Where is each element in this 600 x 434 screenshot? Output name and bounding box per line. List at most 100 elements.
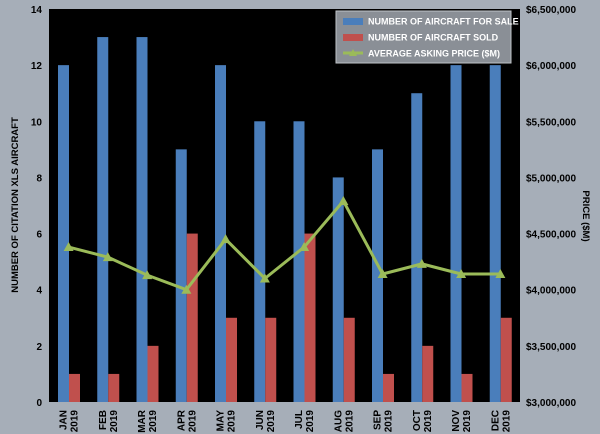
legend-label: NUMBER OF AIRCRAFT SOLD xyxy=(368,33,499,43)
bar-for-sale-aug xyxy=(332,177,344,402)
bar-sold-jun xyxy=(265,317,277,402)
x-tick-month: OCT xyxy=(412,410,423,431)
y2-tick-label: $6,500,000 xyxy=(526,5,576,16)
x-tick-month: AUG xyxy=(333,410,344,432)
bar-for-sale-apr xyxy=(175,149,187,402)
x-tick-label-dec: DEC 2019 xyxy=(490,410,512,433)
x-tick-month: MAR xyxy=(137,409,148,433)
x-tick-label-aug: AUG 2019 xyxy=(333,410,355,433)
bar-sold-oct xyxy=(422,345,434,402)
bar-layer xyxy=(58,37,512,403)
price-marker-feb xyxy=(102,252,113,262)
price-marker-sep xyxy=(377,268,388,278)
price-marker-nov xyxy=(456,268,467,278)
x-tick-label-may: MAY 2019 xyxy=(216,410,238,433)
x-tick-year: 2019 xyxy=(305,410,316,433)
bar-for-sale-jun xyxy=(254,121,266,403)
legend-swatch-for-sale xyxy=(343,18,363,25)
price-marker-aug xyxy=(338,196,349,206)
price-marker-may xyxy=(220,234,231,244)
y2-tick-label: $5,500,000 xyxy=(526,117,576,128)
x-tick-year: 2019 xyxy=(70,410,81,433)
price-marker-oct xyxy=(416,258,427,268)
y2-tick-label: $4,000,000 xyxy=(526,286,576,297)
x-tick-label-jul: JUL 2019 xyxy=(294,410,316,433)
bar-for-sale-feb xyxy=(97,37,109,402)
y2-tick-label: $4,500,000 xyxy=(526,230,576,241)
bar-for-sale-nov xyxy=(450,65,462,403)
x-tick-label-oct: OCT 2019 xyxy=(412,410,434,433)
price-line-layer xyxy=(63,196,506,294)
bar-for-sale-jan xyxy=(58,65,69,403)
y-tick-label: 8 xyxy=(36,173,42,184)
x-tick-year: 2019 xyxy=(344,410,355,433)
x-tick-year: 2019 xyxy=(462,410,473,433)
legend-swatch-price-marker xyxy=(349,49,357,56)
x-tick-year: 2019 xyxy=(423,410,434,433)
x-tick-label-jan: JAN 2019 xyxy=(59,410,81,433)
x-tick-label-apr: APR 2019 xyxy=(176,409,198,432)
bar-for-sale-dec xyxy=(489,65,501,403)
y-tick-label: 4 xyxy=(36,286,42,297)
x-tick-label-feb: FEB 2019 xyxy=(98,410,120,433)
x-tick-year: 2019 xyxy=(148,410,159,433)
bar-for-sale-oct xyxy=(411,93,423,402)
x-tick-month: APR xyxy=(176,409,187,431)
x-tick-month: JUL xyxy=(294,410,305,429)
right-axis-ticks: $3,000,000 $3,500,000 $4,000,000 $4,500,000… xyxy=(526,5,576,409)
price-marker-jun xyxy=(259,273,270,283)
x-tick-month: DEC xyxy=(490,410,501,431)
y2-tick-label: $5,000,000 xyxy=(526,173,576,184)
y2-tick-label: $3,500,000 xyxy=(526,342,576,353)
right-axis-title: PRICE ($M) xyxy=(580,190,591,241)
x-tick-label-nov: NOV 2019 xyxy=(451,410,473,433)
x-tick-year: 2019 xyxy=(227,410,238,433)
bar-sold-nov xyxy=(461,373,473,402)
y-tick-label: 2 xyxy=(36,342,42,353)
x-tick-year: 2019 xyxy=(266,410,277,433)
x-tick-year: 2019 xyxy=(109,410,120,433)
legend-label: AVERAGE ASKING PRICE ($M) xyxy=(368,49,500,59)
x-tick-month: FEB xyxy=(98,410,109,430)
legend-swatch-sold xyxy=(343,34,363,41)
bar-for-sale-sep xyxy=(372,149,383,402)
x-tick-label-jun: JUN 2019 xyxy=(255,410,277,433)
bar-for-sale-mar xyxy=(136,37,148,402)
legend-label: NUMBER OF AIRCRAFT FOR SALE xyxy=(368,17,519,27)
bar-sold-dec xyxy=(500,317,512,402)
x-tick-year: 2019 xyxy=(187,410,198,433)
x-tick-label-mar: MAR 2019 xyxy=(137,409,159,433)
bar-sold-sep xyxy=(383,373,394,402)
price-marker-dec xyxy=(495,268,506,278)
x-tick-month: NOV xyxy=(451,410,462,432)
bar-for-sale-jul xyxy=(293,121,305,403)
bar-sold-aug xyxy=(343,317,355,402)
left-axis-title: NUMBER OF CITATION XLS AIRCRAFT xyxy=(10,117,21,293)
bar-for-sale-may xyxy=(215,65,226,403)
price-line xyxy=(68,199,501,292)
bar-sold-mar xyxy=(147,345,159,402)
legend-box xyxy=(335,10,512,64)
y-tick-label: 10 xyxy=(31,117,43,128)
y-tick-label: 6 xyxy=(36,230,42,241)
x-tick-year: 2019 xyxy=(501,410,512,433)
x-tick-month: MAY xyxy=(216,410,227,432)
x-tick-label-sep: SEP 2019 xyxy=(373,410,395,433)
bar-sold-may xyxy=(226,317,237,402)
y-tick-label: 14 xyxy=(31,5,43,16)
y2-tick-label: $6,000,000 xyxy=(526,61,576,72)
x-tick-month: JUN xyxy=(255,410,266,430)
bar-sold-apr xyxy=(186,233,198,402)
bar-sold-jan xyxy=(69,373,80,402)
price-marker-jul xyxy=(299,242,310,252)
legend: NUMBER OF AIRCRAFT FOR SALE NUMBER OF AIR… xyxy=(335,10,519,64)
y-tick-label: 0 xyxy=(36,398,42,409)
left-axis-ticks: 0 2 4 6 8 10 12 14 xyxy=(31,5,43,409)
x-tick-month: SEP xyxy=(373,410,384,430)
y2-tick-label: $3,000,000 xyxy=(526,398,576,409)
price-marker-jan xyxy=(63,242,74,252)
y-tick-label: 12 xyxy=(31,61,43,72)
bar-sold-jul xyxy=(304,233,316,402)
x-tick-month: JAN xyxy=(59,410,70,430)
x-axis-ticks: JAN 2019 FEB 2019 MAR 2019 APR 2019 MAY 2019 JUN 20… xyxy=(59,409,513,433)
